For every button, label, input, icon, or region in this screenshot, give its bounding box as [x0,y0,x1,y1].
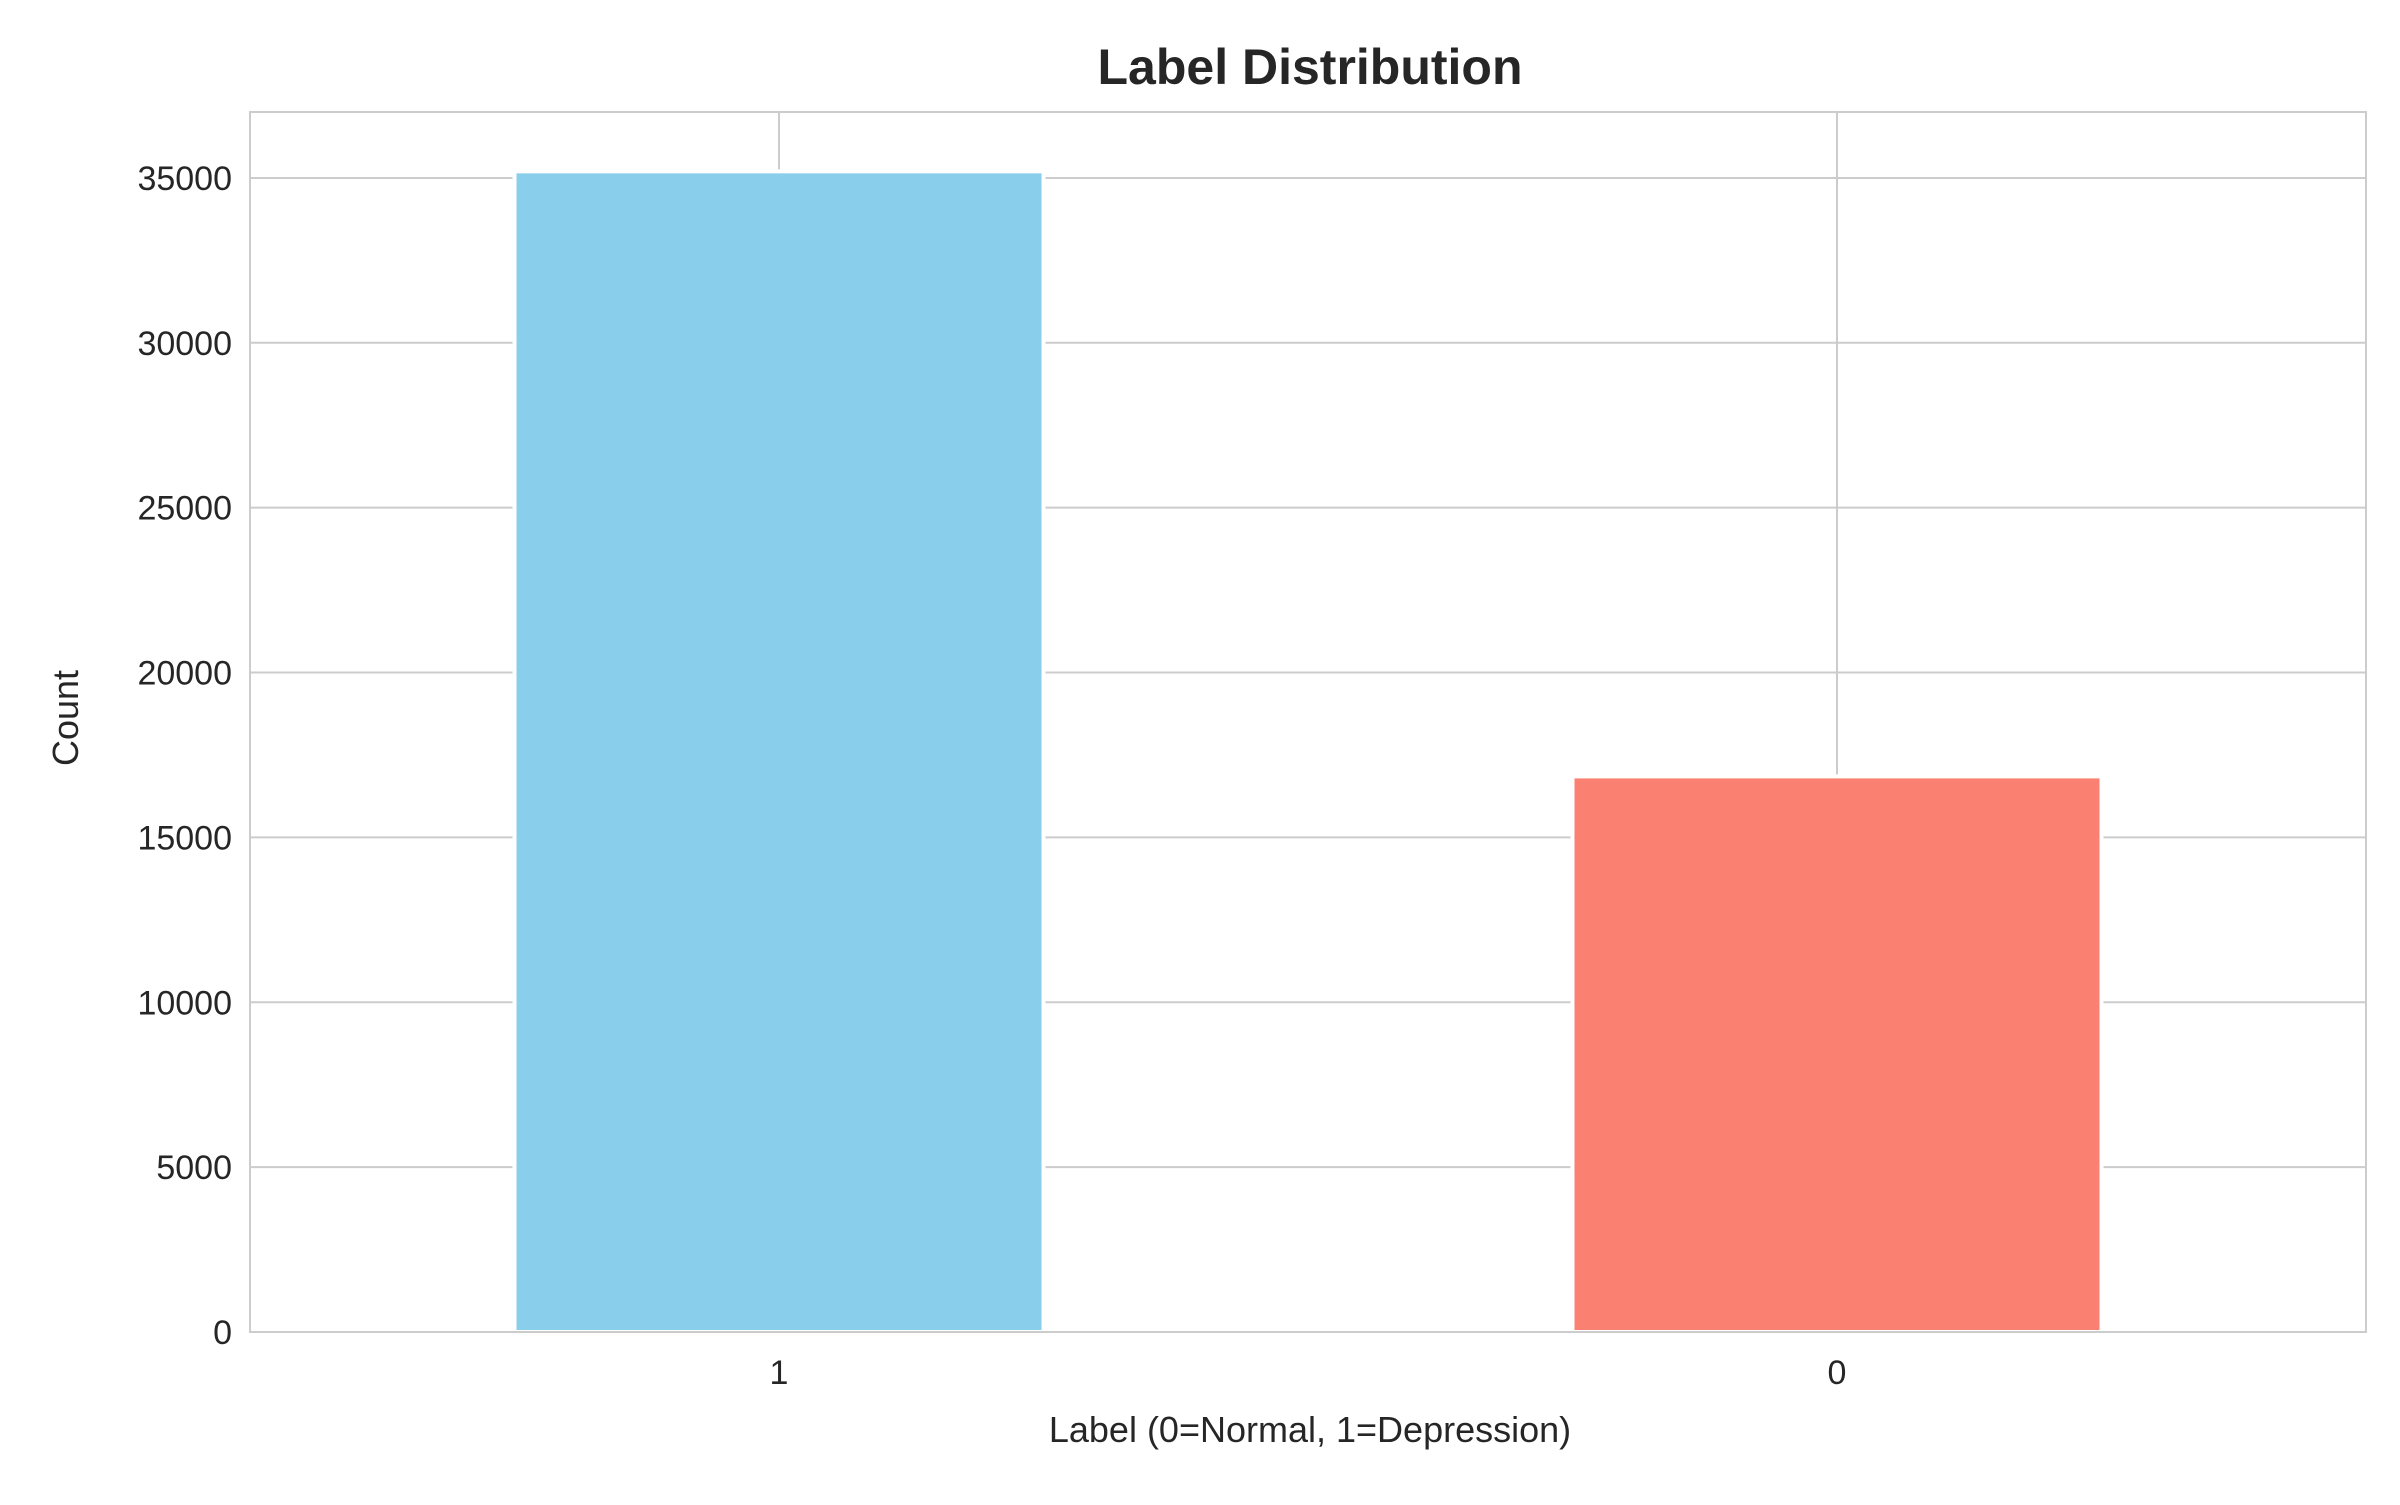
y-axis-label: Count [45,670,86,766]
y-tick-label: 30000 [137,325,232,363]
bars [512,169,2104,1335]
y-tick-label: 20000 [137,655,232,693]
y-tick-labels: 0 5000 10000 15000 20000 25000 30000 35000 [137,160,232,1352]
y-tick-label: 35000 [137,160,232,198]
y-tick-label: 10000 [137,984,232,1022]
chart-title: Label Distribution [1098,39,1523,95]
y-tick-label: 15000 [137,819,232,857]
bar-1 [512,169,1046,1335]
bar-0 [1570,774,2104,1334]
axes-frame [249,111,2367,1333]
x-tick-label: 1 [770,1354,789,1392]
y-tick-label: 25000 [137,490,232,528]
y-tick-label: 0 [213,1314,232,1352]
y-tick-label: 5000 [156,1149,232,1187]
x-axis-label: Label (0=Normal, 1=Depression) [1049,1409,1571,1450]
x-tick-label: 0 [1828,1354,1847,1392]
